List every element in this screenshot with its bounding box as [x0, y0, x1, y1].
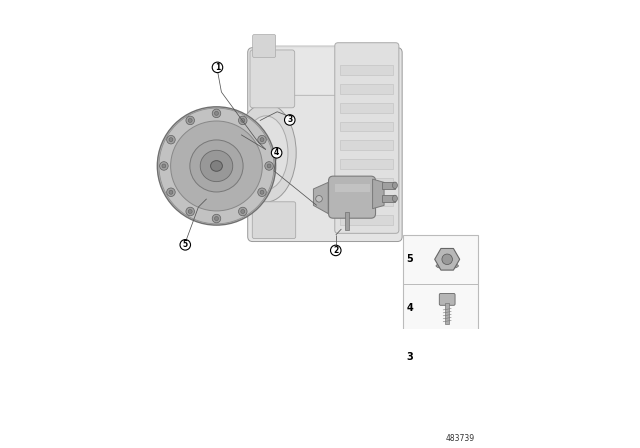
Ellipse shape: [436, 349, 458, 365]
Circle shape: [260, 138, 264, 142]
Bar: [403, 235, 477, 444]
Bar: [340, 65, 393, 75]
Circle shape: [162, 164, 166, 168]
Bar: [340, 103, 393, 113]
Circle shape: [265, 162, 273, 170]
Bar: [340, 178, 393, 188]
Circle shape: [166, 135, 175, 144]
Bar: [340, 197, 393, 207]
Ellipse shape: [392, 195, 397, 202]
Ellipse shape: [200, 150, 233, 181]
Bar: [340, 140, 393, 150]
Circle shape: [159, 162, 168, 170]
Circle shape: [212, 214, 221, 223]
Text: 1: 1: [215, 63, 220, 72]
Circle shape: [169, 138, 173, 142]
Text: 4: 4: [406, 303, 413, 313]
Ellipse shape: [244, 116, 288, 190]
Circle shape: [442, 254, 452, 265]
Text: 4: 4: [274, 148, 279, 157]
Bar: [382, 195, 395, 202]
Text: 483739: 483739: [446, 434, 475, 443]
Ellipse shape: [436, 263, 458, 269]
Ellipse shape: [392, 182, 397, 189]
Polygon shape: [413, 393, 468, 424]
Bar: [340, 121, 393, 131]
Circle shape: [239, 116, 247, 125]
Ellipse shape: [157, 107, 276, 225]
FancyBboxPatch shape: [248, 47, 402, 241]
Circle shape: [169, 190, 173, 194]
FancyBboxPatch shape: [328, 176, 376, 218]
Bar: [445, 303, 449, 324]
Circle shape: [166, 188, 175, 197]
Circle shape: [214, 216, 218, 220]
Bar: [382, 182, 395, 189]
Circle shape: [258, 188, 266, 197]
FancyBboxPatch shape: [259, 46, 390, 95]
Ellipse shape: [190, 140, 243, 192]
Circle shape: [260, 190, 264, 194]
FancyBboxPatch shape: [252, 202, 296, 239]
Circle shape: [267, 164, 271, 168]
Bar: [159, 154, 274, 172]
Bar: [340, 215, 393, 225]
Bar: [335, 184, 370, 192]
Circle shape: [271, 147, 282, 158]
Circle shape: [316, 195, 323, 202]
Circle shape: [239, 207, 247, 216]
Bar: [345, 212, 349, 230]
FancyBboxPatch shape: [439, 293, 455, 305]
Text: 3: 3: [287, 116, 292, 125]
Ellipse shape: [440, 352, 454, 361]
Circle shape: [212, 109, 221, 118]
FancyBboxPatch shape: [335, 43, 399, 233]
Polygon shape: [314, 182, 328, 214]
Ellipse shape: [236, 103, 296, 202]
Circle shape: [186, 116, 195, 125]
Text: 2: 2: [333, 246, 339, 255]
FancyBboxPatch shape: [250, 50, 294, 108]
Ellipse shape: [159, 108, 274, 224]
Bar: [340, 84, 393, 94]
Circle shape: [214, 112, 218, 115]
Circle shape: [180, 240, 191, 250]
Text: 3: 3: [406, 352, 413, 362]
Circle shape: [258, 135, 266, 144]
Circle shape: [241, 210, 244, 213]
Circle shape: [285, 115, 295, 125]
Circle shape: [188, 118, 192, 122]
Text: 5: 5: [406, 254, 413, 264]
Bar: [340, 159, 393, 169]
Ellipse shape: [211, 161, 222, 171]
Ellipse shape: [259, 146, 273, 163]
Circle shape: [241, 118, 244, 122]
Polygon shape: [372, 179, 384, 209]
Circle shape: [212, 62, 223, 73]
FancyBboxPatch shape: [253, 34, 276, 57]
Circle shape: [330, 245, 341, 256]
Circle shape: [188, 210, 192, 213]
Ellipse shape: [171, 121, 262, 211]
Circle shape: [186, 207, 195, 216]
Text: 5: 5: [182, 240, 188, 250]
